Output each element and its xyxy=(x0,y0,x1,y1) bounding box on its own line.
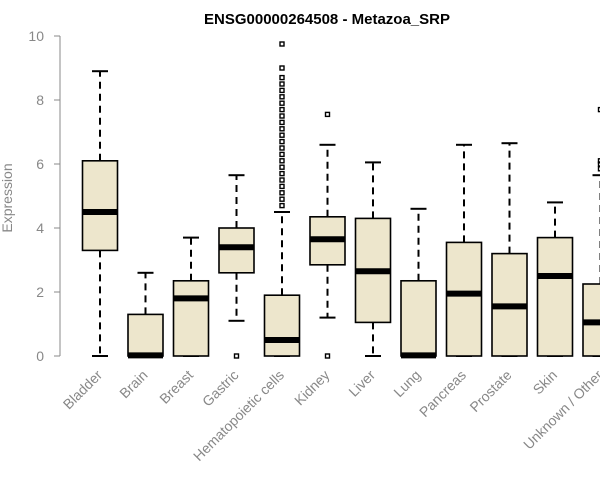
outlier-point xyxy=(597,166,600,172)
box-iqr xyxy=(127,313,164,357)
outlier-point xyxy=(279,81,285,87)
x-tick-label: Hematopoietic cells xyxy=(190,367,287,464)
outlier-point xyxy=(279,164,285,170)
outlier-point xyxy=(279,196,285,202)
box-kidney xyxy=(309,111,346,359)
outlier-point xyxy=(279,183,285,190)
box-lung xyxy=(400,207,437,359)
x-tick-label: Kidney xyxy=(291,367,333,409)
outlier-point xyxy=(279,190,285,196)
x-tick-label: Gastric xyxy=(199,367,242,410)
outlier-point xyxy=(324,111,331,118)
outlier-point xyxy=(279,41,285,47)
outlier-point xyxy=(279,113,285,119)
outlier-point xyxy=(279,138,285,145)
x-tick-label: Breast xyxy=(156,367,196,407)
x-tick-label: Bladder xyxy=(60,367,106,413)
box-breast xyxy=(172,236,210,357)
box-iqr xyxy=(536,236,574,357)
outlier-point xyxy=(279,94,285,100)
box-series xyxy=(81,41,600,359)
y-axis-label: Expression xyxy=(0,163,15,232)
outlier-point xyxy=(279,100,285,106)
outlier-point xyxy=(279,126,285,132)
outlier-point xyxy=(279,119,285,126)
box-iqr xyxy=(218,227,255,274)
y-tick-label: 0 xyxy=(36,348,44,364)
box-skin xyxy=(536,201,574,357)
x-tick-label: Skin xyxy=(530,367,561,398)
x-tick-label: Unknown / Other xyxy=(520,367,600,453)
outlier-point xyxy=(279,145,285,151)
y-tick-label: 10 xyxy=(28,28,44,44)
x-tick-label: Pancreas xyxy=(416,367,469,420)
outlier-point xyxy=(279,65,285,71)
outlier-point xyxy=(597,161,600,167)
x-tick-label: Brain xyxy=(116,367,150,401)
outlier-point xyxy=(279,151,285,158)
box-iqr xyxy=(172,279,210,357)
box-iqr xyxy=(81,160,119,252)
y-tick-label: 6 xyxy=(36,156,44,172)
outlier-point xyxy=(279,74,285,81)
box-iqr xyxy=(263,294,301,357)
y-tick-label: 8 xyxy=(36,92,44,108)
outlier-point xyxy=(279,132,285,138)
y-tick-label: 2 xyxy=(36,284,44,300)
outlier-point xyxy=(279,202,285,209)
chart-title: ENSG00000264508 - Metazoa_SRP xyxy=(204,11,450,28)
box-bladder xyxy=(81,70,119,357)
outlier-point xyxy=(597,158,600,164)
x-tick-label: Liver xyxy=(345,367,378,400)
box-pancreas xyxy=(445,143,483,357)
outlier-point xyxy=(279,87,285,94)
outlier-point xyxy=(279,177,285,183)
box-brain xyxy=(127,271,164,359)
x-tick-label: Lung xyxy=(390,367,423,400)
box-prostate xyxy=(491,142,528,357)
outlier-point xyxy=(324,353,331,359)
outlier-point xyxy=(597,106,600,113)
box-unknown-other xyxy=(582,106,600,357)
box-hematopoietic-cells xyxy=(263,41,301,357)
y-axis: 0 2 4 6 8 10 xyxy=(28,28,61,364)
x-tick-label: Prostate xyxy=(466,367,514,415)
box-gastric xyxy=(218,174,255,359)
outlier-point xyxy=(233,353,240,359)
outlier-point xyxy=(279,106,285,113)
box-liver xyxy=(354,161,392,357)
outlier-point xyxy=(279,170,285,177)
box-iqr xyxy=(445,241,483,357)
box-iqr xyxy=(400,279,437,357)
outlier-point xyxy=(279,158,285,164)
y-tick-label: 4 xyxy=(36,220,44,236)
